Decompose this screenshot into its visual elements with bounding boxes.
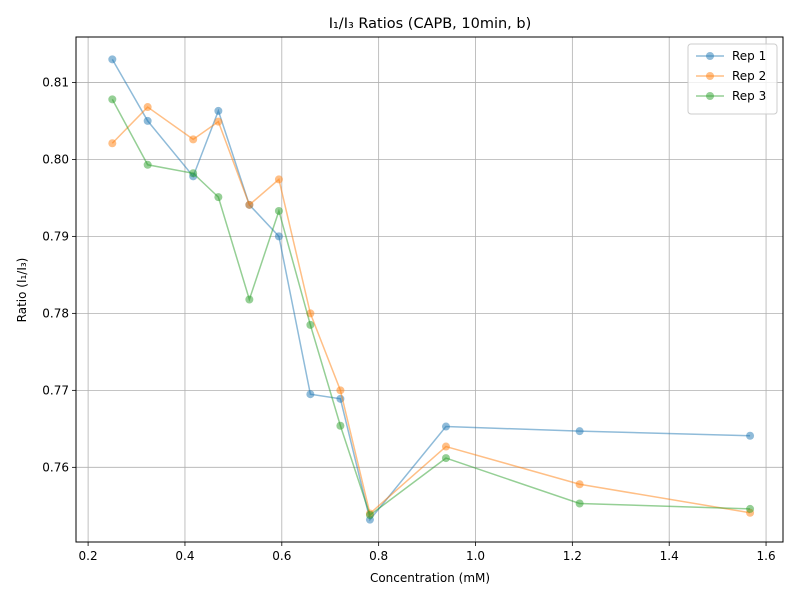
data-point bbox=[274, 175, 283, 184]
data-point bbox=[336, 386, 345, 395]
data-point bbox=[108, 55, 117, 64]
data-point bbox=[441, 422, 450, 431]
data-point bbox=[336, 421, 345, 430]
x-tick-label: 1.0 bbox=[466, 549, 485, 563]
legend-item: Rep 1 bbox=[696, 49, 766, 63]
data-point bbox=[189, 135, 198, 144]
y-tick-label: 0.76 bbox=[42, 460, 69, 474]
data-point bbox=[143, 103, 152, 112]
grid-lines bbox=[76, 37, 783, 542]
data-point bbox=[108, 95, 117, 104]
data-point bbox=[575, 499, 584, 508]
data-point bbox=[143, 116, 152, 125]
x-axis-label: Concentration (mM) bbox=[370, 571, 490, 585]
y-tick-label: 0.77 bbox=[42, 383, 69, 397]
data-point bbox=[746, 504, 755, 513]
data-point bbox=[245, 200, 254, 209]
series-1 bbox=[108, 55, 755, 524]
x-axis-ticks: 0.2 0.4 0.6 0.8 1.0 1.2 1.4 1.6 bbox=[79, 542, 776, 563]
y-axis-ticks: 0.76 0.77 0.78 0.79 0.80 0.81 bbox=[42, 75, 76, 474]
legend-label: Rep 1 bbox=[732, 49, 766, 63]
data-point bbox=[575, 480, 584, 489]
legend-item: Rep 2 bbox=[696, 69, 766, 83]
data-point bbox=[214, 117, 223, 126]
legend-item: Rep 3 bbox=[696, 89, 766, 103]
data-point bbox=[306, 390, 315, 399]
legend-marker bbox=[706, 52, 714, 60]
legend-marker bbox=[706, 92, 714, 100]
x-tick-label: 0.4 bbox=[175, 549, 194, 563]
data-point bbox=[274, 232, 283, 241]
y-axis-label: Ratio (I₁/I₃) bbox=[15, 258, 29, 323]
y-tick-label: 0.78 bbox=[42, 306, 69, 320]
data-point bbox=[274, 206, 283, 215]
y-tick-label: 0.79 bbox=[42, 229, 69, 243]
chart-title: I₁/I₃ Ratios (CAPB, 10min, b) bbox=[329, 16, 532, 32]
series-2 bbox=[108, 103, 755, 518]
y-tick-label: 0.80 bbox=[42, 152, 69, 166]
x-tick-label: 1.4 bbox=[660, 549, 679, 563]
data-point bbox=[365, 511, 374, 520]
data-point bbox=[214, 193, 223, 202]
x-tick-label: 1.2 bbox=[563, 549, 582, 563]
plot-frame bbox=[75, 36, 784, 543]
data-point bbox=[214, 106, 223, 115]
data-point bbox=[306, 320, 315, 329]
series-line bbox=[111, 58, 751, 522]
series-layer bbox=[108, 55, 755, 524]
data-point bbox=[441, 454, 450, 463]
legend-marker bbox=[706, 72, 714, 80]
data-point bbox=[189, 169, 198, 178]
data-point bbox=[575, 427, 584, 436]
x-tick-label: 0.8 bbox=[369, 549, 388, 563]
legend-label: Rep 2 bbox=[732, 69, 766, 83]
data-point bbox=[746, 431, 755, 440]
data-point bbox=[245, 295, 254, 304]
data-point bbox=[143, 160, 152, 169]
series-line bbox=[111, 99, 751, 517]
x-tick-label: 0.6 bbox=[272, 549, 291, 563]
x-tick-label: 1.6 bbox=[757, 549, 776, 563]
data-point bbox=[441, 442, 450, 451]
data-point bbox=[108, 139, 117, 148]
y-tick-label: 0.81 bbox=[42, 75, 69, 89]
series-3 bbox=[108, 95, 755, 520]
legend: Rep 1 Rep 2 Rep 3 bbox=[687, 43, 778, 115]
series-line bbox=[111, 106, 751, 515]
legend-label: Rep 3 bbox=[732, 89, 766, 103]
x-tick-label: 0.2 bbox=[79, 549, 98, 563]
